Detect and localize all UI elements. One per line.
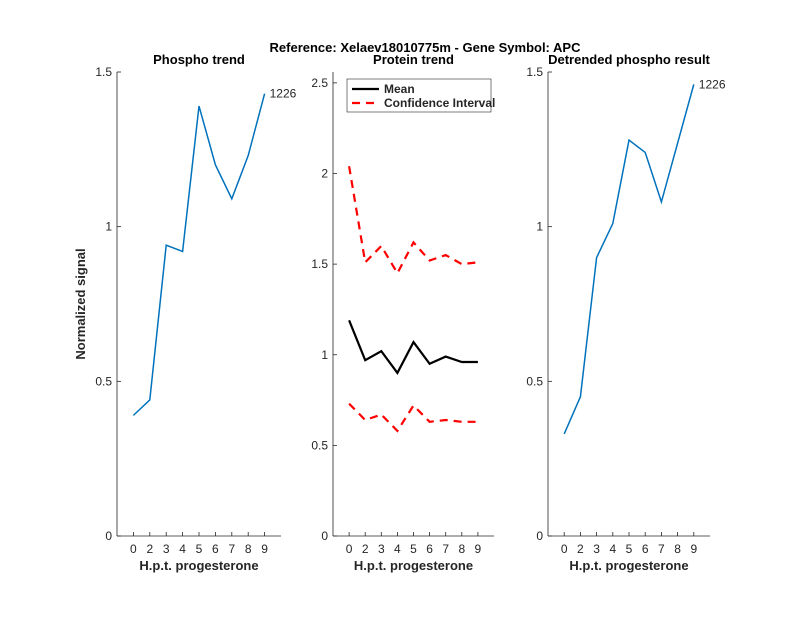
legend-entry: Confidence Interval [384,96,495,110]
x-tick-label: 3 [593,542,600,556]
legend-entry: Mean [384,82,415,96]
x-tick-label: 7 [228,542,235,556]
series-end-label: 1226 [699,77,726,91]
x-tick-label: 4 [394,542,401,556]
x-tick-label: 9 [475,542,482,556]
x-tick-label: 7 [442,542,449,556]
y-tick-label: 1.5 [95,65,112,79]
y-tick-label: 1 [321,348,328,362]
y-tick-label: 1 [105,220,112,234]
subplot-title: Phospho trend [153,52,245,67]
y-tick-label: 0.5 [311,438,328,452]
y-tick-label: 0.5 [526,374,543,388]
x-tick-label: 0 [561,542,568,556]
series-line-confidence-interval-lower [348,402,478,433]
x-axis-label: H.p.t. progesterone [139,558,258,573]
subplot-title: Detrended phospho result [548,52,710,67]
series-line-1226 [563,84,695,435]
series-line-1226 [132,93,266,416]
x-tick-label: 6 [642,542,649,556]
series-line-confidence-interval [348,166,479,276]
x-tick-label: 3 [163,542,170,556]
x-tick-label: 6 [426,542,433,556]
y-tick-label: 2.5 [311,76,328,90]
x-tick-label: 8 [458,542,465,556]
x-tick-label: 7 [658,542,665,556]
series-line-mean [348,319,478,375]
x-tick-label: 2 [146,542,153,556]
y-axis-label: Normalized signal [73,248,88,359]
subplot-title: Protein trend [373,52,454,67]
figure-title: Reference: Xelaev18010775m - Gene Symbol… [270,40,582,55]
x-tick-label: 4 [179,542,186,556]
x-tick-label: 5 [196,542,203,556]
x-tick-label: 9 [690,542,697,556]
x-tick-label: 4 [609,542,616,556]
legend-box [346,78,492,113]
y-tick-label: 1 [536,220,543,234]
x-tick-label: 8 [674,542,681,556]
x-axis-label: H.p.t. progesterone [569,558,688,573]
series-end-label: 1226 [270,87,297,101]
x-tick-label: 0 [346,542,353,556]
x-tick-label: 9 [261,542,268,556]
x-tick-label: 2 [577,542,584,556]
x-tick-label: 6 [212,542,219,556]
y-tick-label: 0.5 [95,374,112,388]
y-tick-label: 0 [321,529,328,543]
y-tick-label: 1.5 [311,257,328,271]
y-tick-label: 0 [105,529,112,543]
x-tick-label: 2 [362,542,369,556]
x-tick-label: 5 [410,542,417,556]
x-axis-label: H.p.t. progesterone [354,558,473,573]
x-tick-label: 5 [626,542,633,556]
x-tick-label: 3 [378,542,385,556]
y-tick-label: 1.5 [526,65,543,79]
x-tick-label: 8 [245,542,252,556]
x-tick-label: 0 [130,542,137,556]
y-tick-label: 0 [536,529,543,543]
y-tick-label: 2 [321,167,328,181]
